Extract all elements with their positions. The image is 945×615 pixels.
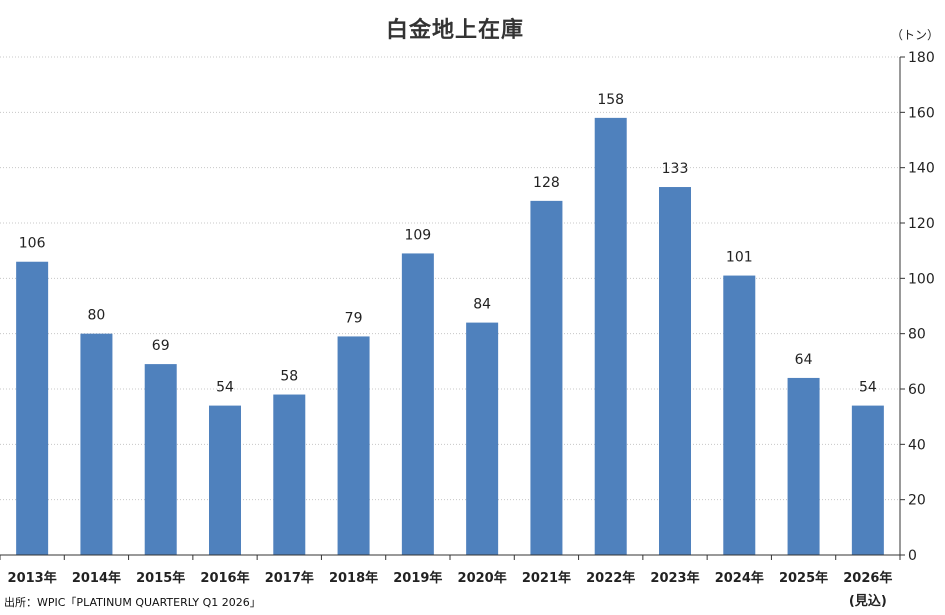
data-label: 101	[726, 250, 753, 266]
y-tick-label: 180	[908, 50, 935, 66]
y-tick-label: 160	[908, 105, 935, 121]
data-label: 109	[404, 227, 431, 243]
data-label: 69	[152, 338, 170, 354]
data-label: 54	[216, 380, 234, 396]
gridlines	[0, 56, 900, 501]
bar	[466, 322, 499, 555]
bar	[723, 275, 756, 555]
bar	[209, 405, 241, 555]
axes: 0 20 40 60 80 100 120 140 160 180 2013年 2014年 2015年 2…	[0, 50, 935, 609]
bar	[273, 394, 306, 555]
x-tick-label: 2016年	[200, 570, 249, 586]
bar	[80, 333, 113, 555]
data-label: 84	[473, 297, 491, 313]
x-tick-label: 2026年	[843, 570, 892, 586]
data-labels: 106 80 69 54 58 79 109 84 128 158 133 101 64 54	[19, 92, 877, 396]
x-tick-label: 2017年	[265, 570, 314, 586]
bar	[337, 336, 370, 555]
data-label: 133	[662, 161, 689, 177]
x-tick-label: 2015年	[136, 570, 185, 586]
x-tick-label: 2014年	[72, 570, 121, 586]
data-label: 106	[19, 236, 46, 252]
data-label: 64	[795, 352, 813, 368]
y-tick-label: 140	[908, 161, 935, 177]
bars	[16, 117, 884, 556]
x-tick-label: 2021年	[522, 570, 571, 586]
y-tick-label: 60	[908, 382, 926, 398]
x-tick-label: 2023年	[650, 570, 699, 586]
bar	[16, 261, 49, 555]
x-tick-label: 2025年	[779, 570, 828, 586]
data-label: 79	[345, 310, 363, 326]
bar	[401, 253, 434, 555]
bar	[530, 200, 563, 555]
y-tick-label: 100	[908, 271, 935, 287]
y-tick-label: 120	[908, 216, 935, 232]
source-note: 出所：WPIC「PLATINUM QUARTERLY Q1 2026」	[4, 596, 261, 609]
bar	[851, 405, 884, 555]
data-label: 158	[597, 92, 624, 108]
x-tick-label: 2013年	[8, 570, 57, 586]
y-tick-label: 20	[908, 493, 926, 509]
x-tick-label: 2022年	[586, 570, 635, 586]
bar	[787, 377, 820, 555]
bar	[659, 187, 691, 556]
x-tick-label: 2020年	[458, 570, 507, 586]
x-tick-label: 2018年	[329, 570, 378, 586]
data-label: 58	[280, 369, 298, 385]
y-tick-label: 40	[908, 437, 926, 453]
data-label: 80	[88, 308, 106, 324]
x-tick-label: 2024年	[715, 570, 764, 586]
x-tick-label: 2019年	[393, 570, 442, 586]
y-axis-unit-label: （トン）	[890, 28, 939, 42]
data-label: 128	[533, 175, 560, 191]
chart-title: 白金地上在庫	[385, 18, 524, 43]
x-tick-sublabel: (見込)	[849, 593, 887, 609]
bar	[594, 117, 627, 555]
y-tick-label: 0	[908, 548, 917, 564]
data-label: 54	[859, 380, 877, 396]
bar	[144, 364, 177, 555]
y-tick-label: 80	[908, 327, 926, 343]
